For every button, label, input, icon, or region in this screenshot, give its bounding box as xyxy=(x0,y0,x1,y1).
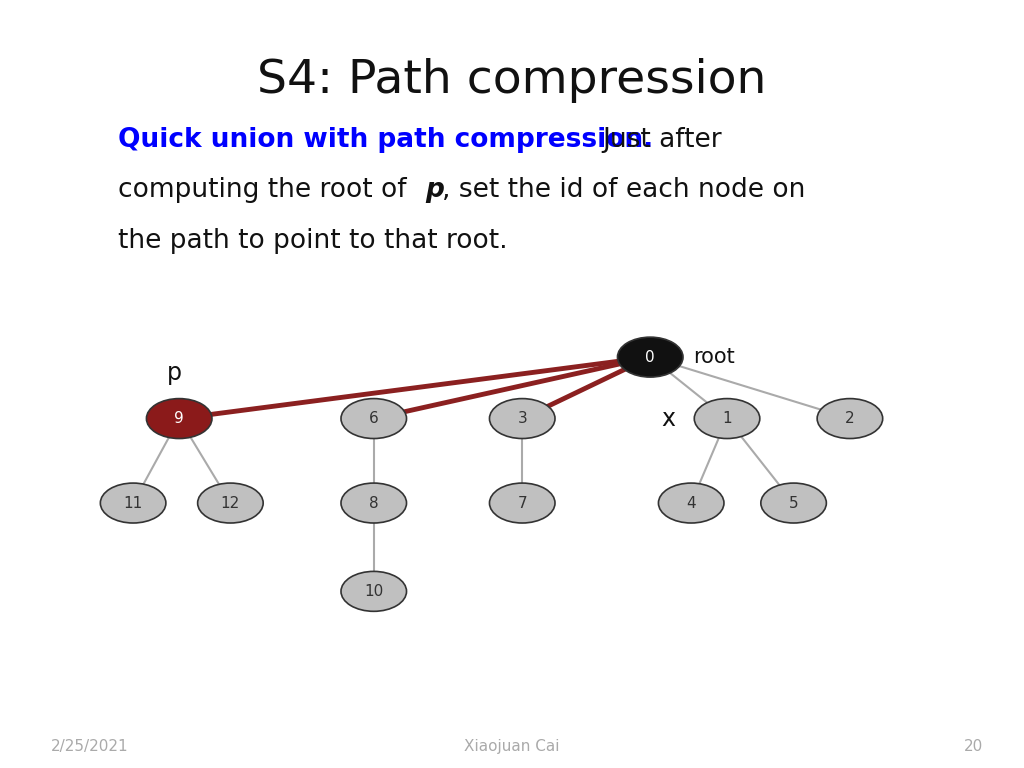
Text: 7: 7 xyxy=(517,495,527,511)
Text: 0: 0 xyxy=(645,349,655,365)
Ellipse shape xyxy=(198,483,263,523)
Ellipse shape xyxy=(617,337,683,377)
Text: Xiaojuan Cai: Xiaojuan Cai xyxy=(464,739,560,754)
Text: 2/25/2021: 2/25/2021 xyxy=(51,739,129,754)
Text: 12: 12 xyxy=(221,495,240,511)
Ellipse shape xyxy=(761,483,826,523)
Text: 2: 2 xyxy=(845,411,855,426)
Ellipse shape xyxy=(341,399,407,439)
Ellipse shape xyxy=(146,399,212,439)
Text: Quick union with path compression.: Quick union with path compression. xyxy=(118,127,653,153)
Text: root: root xyxy=(693,347,735,367)
Ellipse shape xyxy=(489,483,555,523)
Ellipse shape xyxy=(694,399,760,439)
Text: 11: 11 xyxy=(124,495,142,511)
Text: p: p xyxy=(425,177,443,204)
Text: , set the id of each node on: , set the id of each node on xyxy=(442,177,806,204)
Text: 10: 10 xyxy=(365,584,383,599)
Text: p: p xyxy=(167,361,181,385)
Text: 6: 6 xyxy=(369,411,379,426)
Text: Just after: Just after xyxy=(602,127,722,153)
Ellipse shape xyxy=(341,571,407,611)
Ellipse shape xyxy=(341,483,407,523)
Text: computing the root of: computing the root of xyxy=(118,177,415,204)
Text: 20: 20 xyxy=(964,739,983,754)
Text: 9: 9 xyxy=(174,411,184,426)
Ellipse shape xyxy=(817,399,883,439)
Ellipse shape xyxy=(100,483,166,523)
Text: x: x xyxy=(662,406,676,431)
Text: 5: 5 xyxy=(788,495,799,511)
Text: 3: 3 xyxy=(517,411,527,426)
Text: 4: 4 xyxy=(686,495,696,511)
Text: S4: Path compression: S4: Path compression xyxy=(257,58,767,103)
Text: the path to point to that root.: the path to point to that root. xyxy=(118,228,507,254)
Text: 1: 1 xyxy=(722,411,732,426)
Text: 8: 8 xyxy=(369,495,379,511)
Ellipse shape xyxy=(489,399,555,439)
Ellipse shape xyxy=(658,483,724,523)
